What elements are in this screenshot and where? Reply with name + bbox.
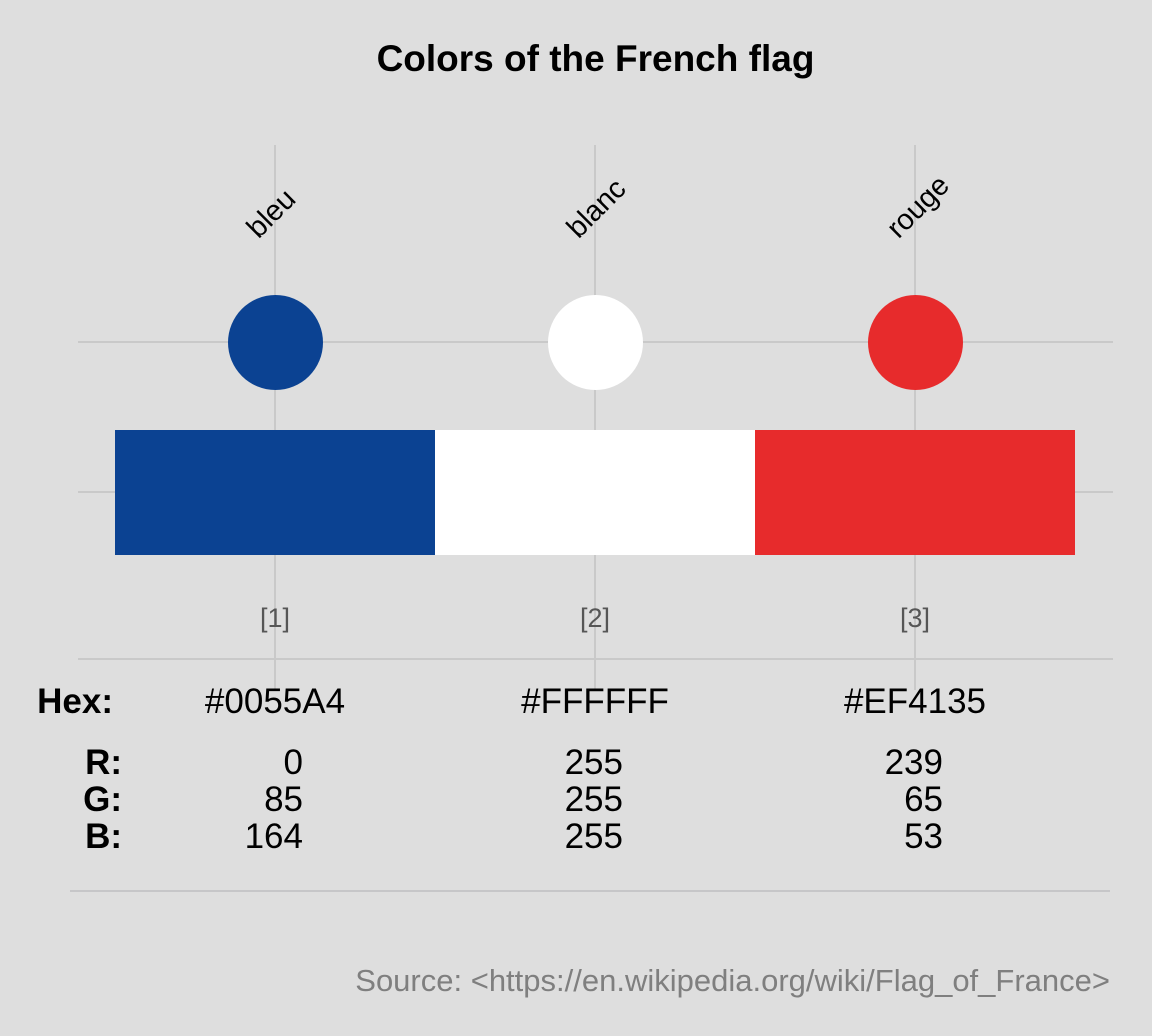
hex-value-blanc: #FFFFFF [521, 682, 669, 721]
blue-row: B: 164 255 53 [0, 819, 1152, 856]
g-value-rouge: 65 [904, 780, 943, 819]
b-value-blanc: 255 [564, 817, 623, 856]
flag-bar-segment-blanc [435, 430, 755, 555]
g-value-blanc: 255 [564, 780, 623, 819]
row-label-g: G: [83, 780, 122, 819]
r-value-bleu: 0 [283, 743, 303, 782]
swatch-circle-bleu [228, 295, 323, 390]
row-label-b: B: [85, 817, 122, 856]
b-value-bleu: 164 [244, 817, 303, 856]
source-caption: Source: <https://en.wikipedia.org/wiki/F… [355, 963, 1110, 998]
row-label-r: R: [85, 743, 122, 782]
swatch-name-label-bleu: bleu [240, 183, 303, 245]
r-value-rouge: 239 [884, 743, 943, 782]
b-value-rouge: 53 [904, 817, 943, 856]
column-index-label-1: [1] [259, 603, 291, 633]
hex-value-rouge: #EF4135 [843, 682, 987, 721]
green-row: G: 85 255 65 [0, 782, 1152, 819]
gridline-vertical-2 [594, 145, 596, 690]
swatch-name-label-rouge: rouge [880, 169, 956, 245]
flag-bar-segment-rouge [755, 430, 1075, 555]
separator-line [70, 890, 1110, 892]
g-value-bleu: 85 [264, 780, 303, 819]
gridline-horizontal-3 [78, 658, 1113, 660]
chart-title: Colors of the French flag [376, 38, 815, 79]
row-label-hex: Hex: [37, 682, 113, 721]
flag-bar-segment-bleu [115, 430, 435, 555]
column-index-label-2: [2] [579, 603, 611, 633]
flag-bar [115, 430, 1075, 555]
gridline-vertical-3 [914, 145, 916, 690]
r-value-blanc: 255 [564, 743, 623, 782]
red-row: R: 0 255 239 [0, 745, 1152, 782]
swatch-name-label-blanc: blanc [560, 172, 633, 245]
swatch-circle-rouge [868, 295, 963, 390]
swatch-circle-blanc [548, 295, 643, 390]
column-index-label-3: [3] [899, 603, 931, 633]
hex-value-bleu: #0055A4 [204, 682, 346, 721]
gridline-vertical-1 [274, 145, 276, 690]
hex-row: Hex: #0055A4 #FFFFFF #EF4135 [0, 684, 1152, 721]
